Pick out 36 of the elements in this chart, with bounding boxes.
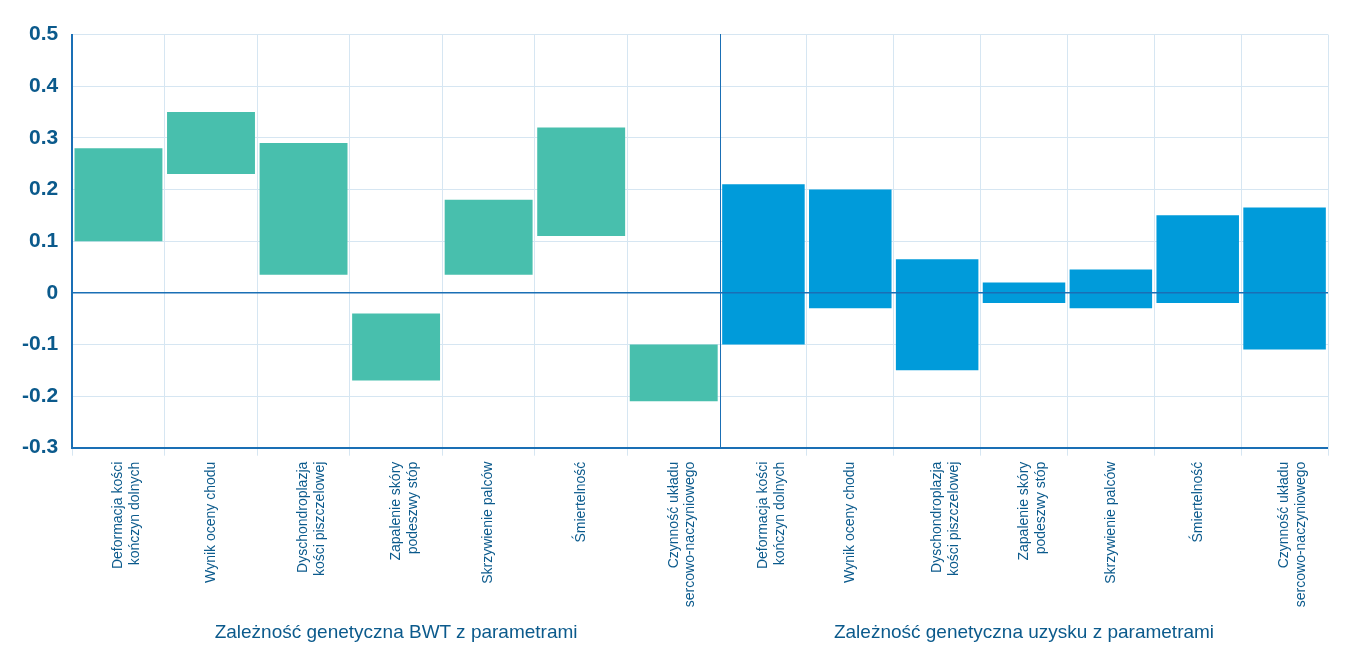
y-tick-label: 0.3 [28, 124, 59, 148]
bar [809, 189, 892, 309]
y-tick-label: 0 [46, 279, 59, 303]
bar [982, 282, 1066, 304]
y-tick-label: 0.5 [28, 21, 59, 45]
x-axis-title: Zależność genetyczna uzysku z parametrami [833, 620, 1215, 642]
bar [629, 344, 718, 402]
bar [895, 259, 979, 371]
x-tick-label: Dyschondroplazja kości piszczelowej [928, 461, 961, 577]
x-tick-label: Wynik oceny chodu [841, 461, 858, 583]
x-tick-label: Skrzywienie palców [479, 460, 496, 584]
x-tick-label: Śmiertelność [1187, 461, 1205, 543]
x-axis-title: Zależność genetyczna BWT z parametrami [214, 620, 578, 642]
bar [537, 127, 626, 236]
x-tick-label: Deformacja kości kończyn dolnych [109, 461, 143, 570]
bar [722, 184, 805, 345]
bar [1069, 269, 1153, 309]
bar [352, 313, 441, 381]
bar [259, 143, 348, 275]
x-tick-label: Czynność układu sercowo-naczyniowego [1275, 461, 1309, 608]
x-tick-label: Czynność układu sercowo-naczyniowego [664, 461, 698, 608]
x-tick-label: Wynik oceny chodu [201, 461, 218, 583]
y-tick-label: -0.2 [22, 382, 59, 406]
y-tick-label: 0.1 [28, 227, 59, 251]
x-tick-label: Skrzywienie palców [1101, 460, 1118, 584]
bar [167, 112, 255, 175]
bar [444, 199, 533, 275]
x-tick-label: Dyschondroplazja kości piszczelowej [294, 461, 328, 577]
bar [1156, 215, 1239, 304]
bar [1243, 207, 1326, 350]
x-tick-label: Śmiertelność [571, 461, 589, 543]
y-tick-label: 0.2 [28, 176, 59, 200]
y-tick-label: 0.4 [28, 73, 59, 97]
bar [74, 148, 163, 242]
y-tick-label: -0.1 [22, 331, 59, 355]
y-tick-label: -0.3 [22, 434, 59, 458]
